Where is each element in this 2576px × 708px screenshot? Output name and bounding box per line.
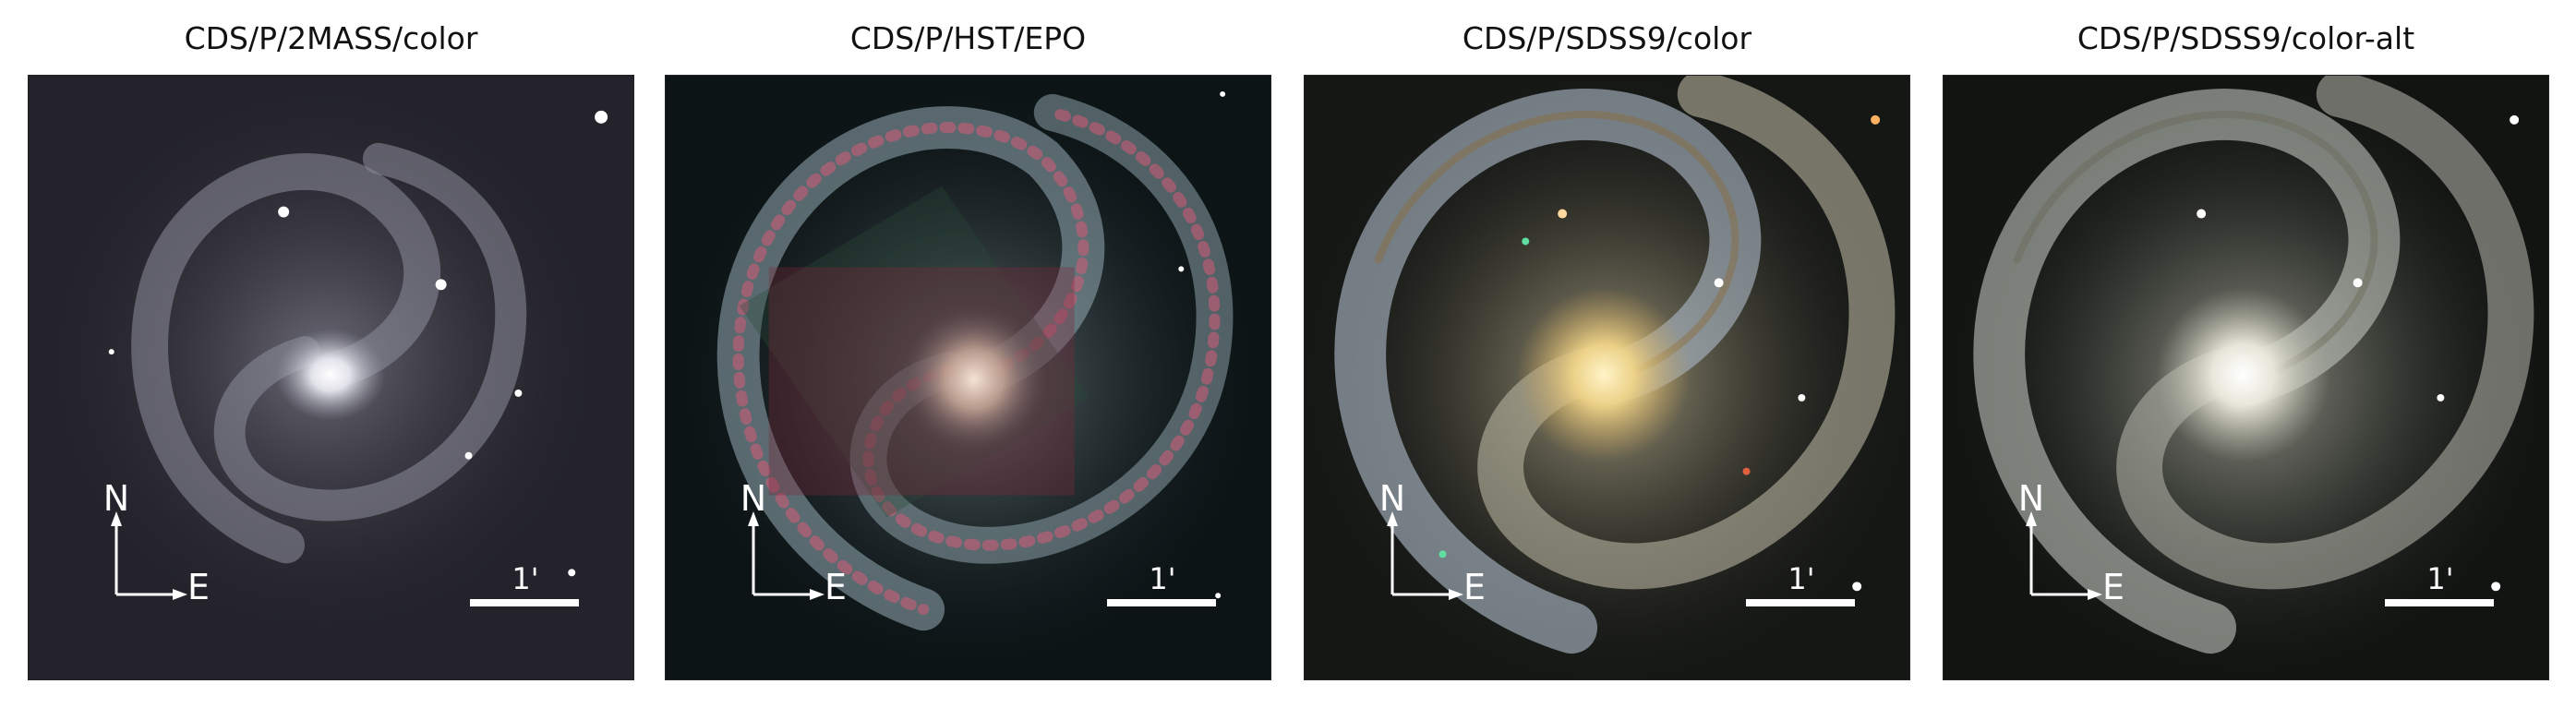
compass-2mass: N E — [102, 480, 250, 609]
compass-arrows — [111, 511, 187, 600]
panel-title-2mass: CDS/P/2MASS/color — [184, 20, 478, 56]
galaxy-image-sdss9-color-alt — [1944, 76, 2548, 679]
panel-title-hst: CDS/P/HST/EPO — [849, 20, 1087, 56]
galaxy-image-2mass — [29, 76, 633, 679]
scale-line — [1746, 599, 1855, 606]
east-label: E — [825, 567, 848, 607]
east-label: E — [187, 567, 211, 607]
panel-title-sdss9-color-alt: CDS/P/SDSS9/color-alt — [2076, 20, 2415, 56]
scale-bar-sdss9-color: 1' — [1744, 562, 1859, 618]
east-label: E — [1463, 567, 1487, 607]
scale-label: 1' — [512, 561, 539, 596]
compass-sdss9-color-alt: N E — [2017, 480, 2165, 609]
scale-line — [1107, 599, 1216, 606]
east-label: E — [2102, 567, 2125, 607]
scale-label: 1' — [1149, 561, 1176, 596]
compass-arrows — [1387, 511, 1463, 600]
compass-arrows — [748, 511, 825, 600]
scale-bar-2mass: 1' — [468, 562, 583, 618]
north-label: N — [1378, 478, 1406, 519]
image-panel-2mass: N E 1' — [28, 75, 634, 680]
north-label: N — [2017, 478, 2045, 519]
scale-bar-sdss9-color-alt: 1' — [2383, 562, 2498, 618]
north-label: N — [740, 478, 767, 519]
scale-label: 1' — [2426, 561, 2454, 596]
compass-sdss9-color: N E — [1378, 480, 1526, 609]
compass-hst: N E — [740, 480, 887, 609]
north-label: N — [102, 478, 130, 519]
scale-line — [2385, 599, 2494, 606]
compass-arrows — [2026, 511, 2102, 600]
image-panel-sdss9-color: N E 1' — [1304, 75, 1910, 680]
image-panel-sdss9-color-alt: N E 1' — [1943, 75, 2549, 680]
galaxy-image-hst — [666, 76, 1270, 679]
scale-line — [470, 599, 579, 606]
scale-label: 1' — [1788, 561, 1815, 596]
image-panel-hst: N E 1' — [665, 75, 1271, 680]
galaxy-image-sdss9-color — [1305, 76, 1909, 679]
panel-title-sdss9-color: CDS/P/SDSS9/color — [1462, 20, 1752, 56]
scale-bar-hst: 1' — [1105, 562, 1220, 618]
